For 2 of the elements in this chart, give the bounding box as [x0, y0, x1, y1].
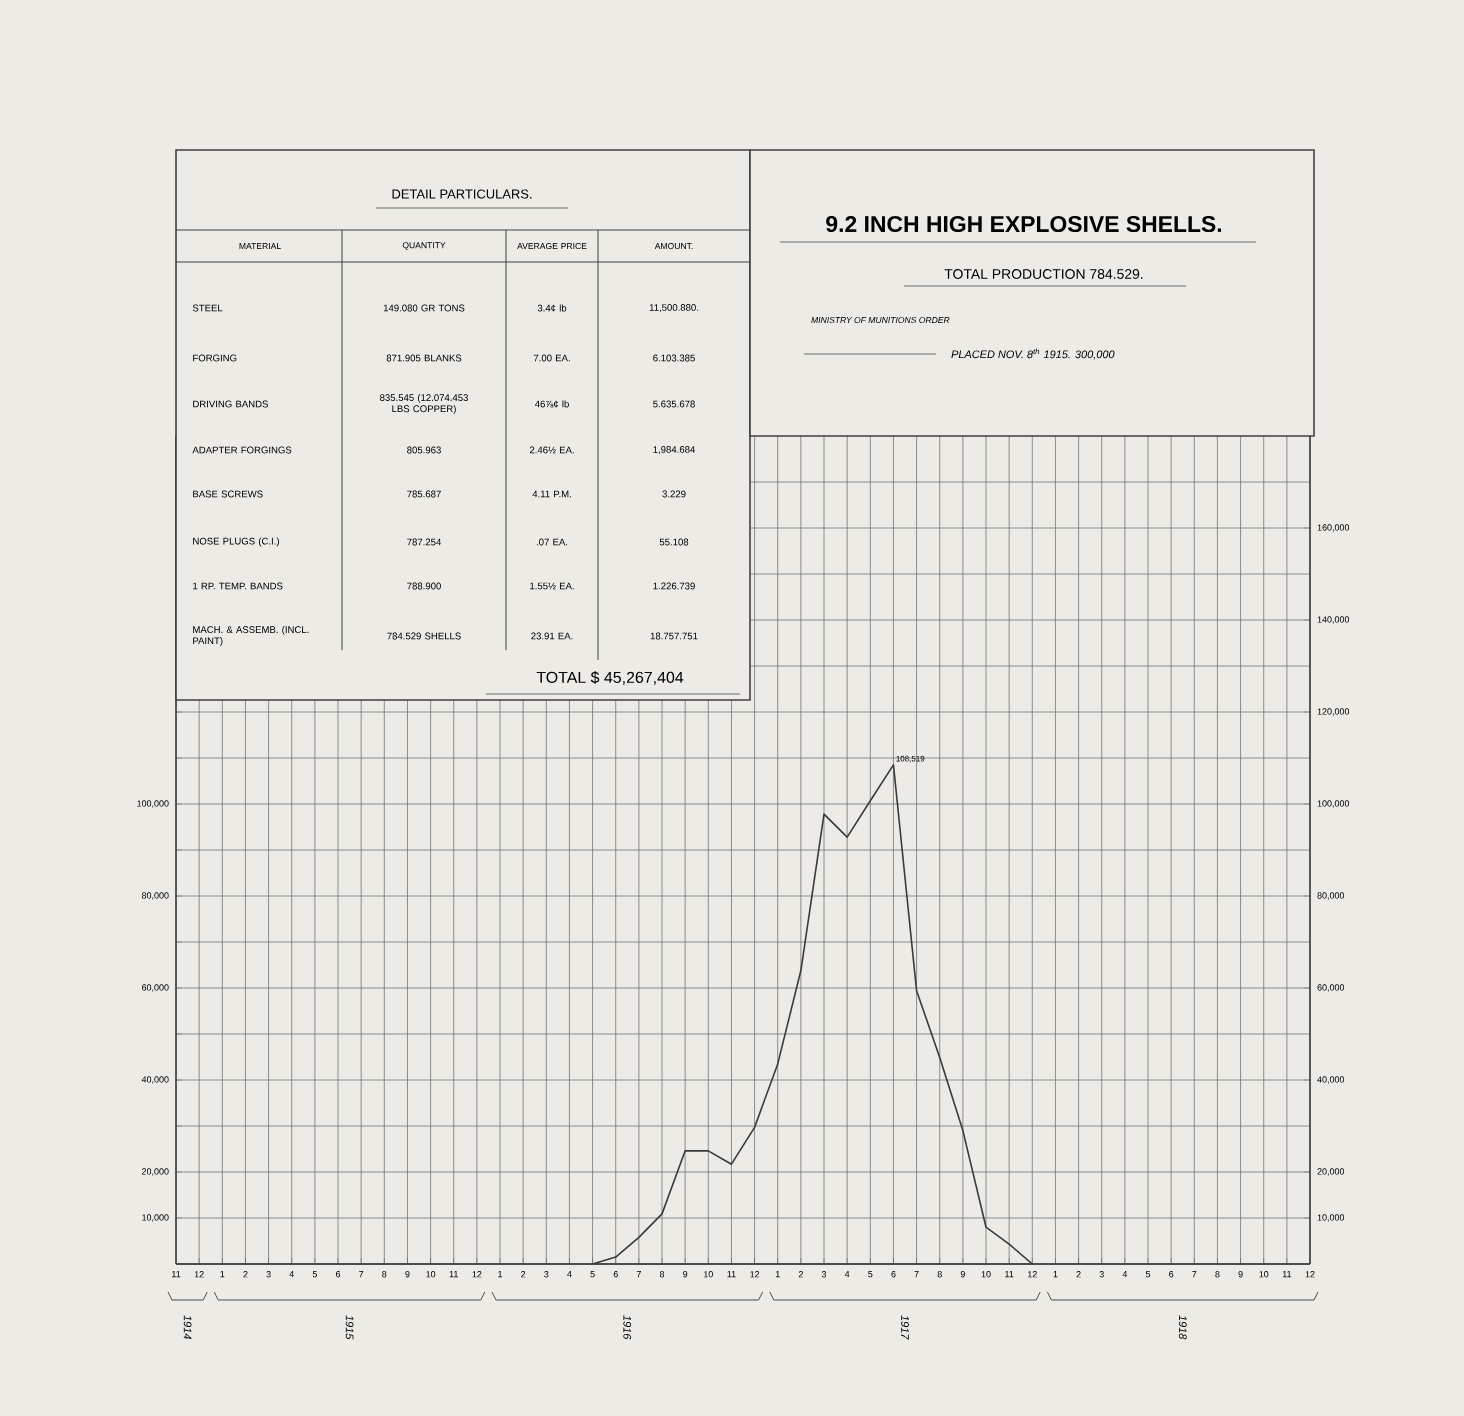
line-series — [591, 764, 1034, 1265]
chart-title: 9.2 INCH HIGH EXPLOSIVE SHELLS. — [826, 215, 1222, 233]
